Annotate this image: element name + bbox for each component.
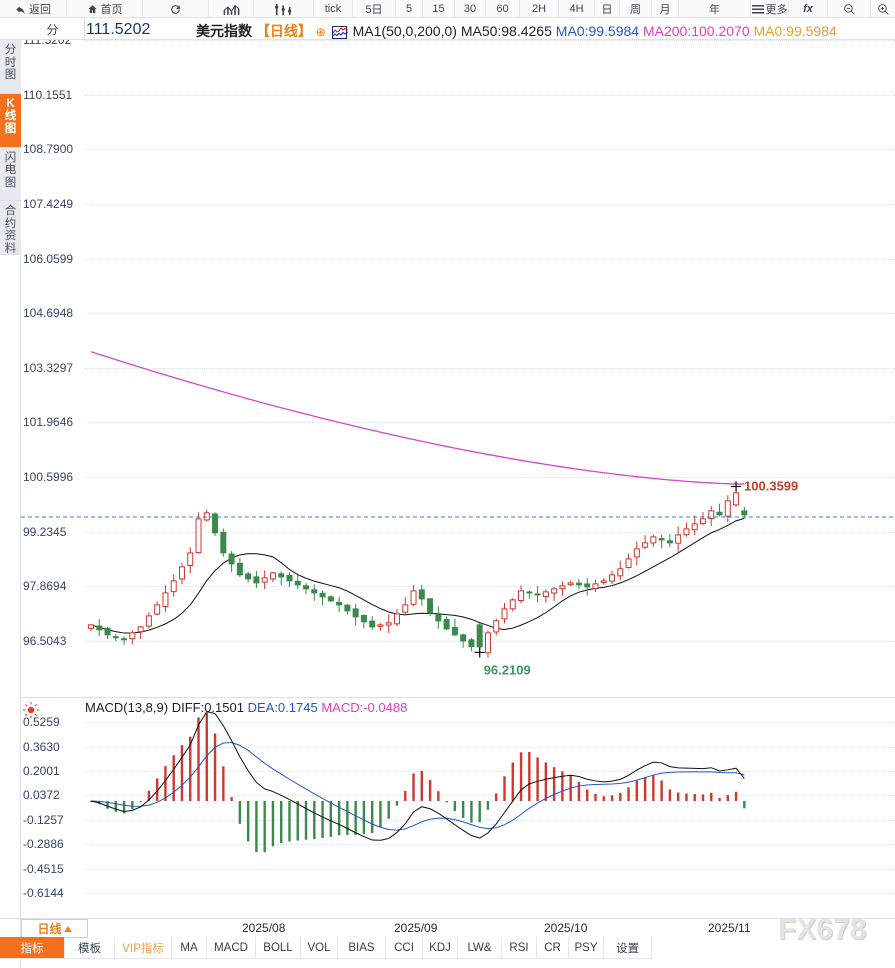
svg-text:100.3599: 100.3599 [744, 478, 798, 493]
svg-text:96.2109: 96.2109 [484, 662, 531, 677]
